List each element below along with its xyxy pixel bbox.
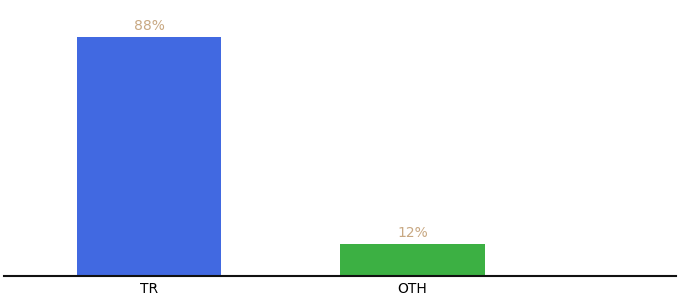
Bar bbox=[77, 37, 222, 276]
Text: 88%: 88% bbox=[133, 19, 165, 33]
Bar bbox=[340, 244, 485, 276]
Text: 12%: 12% bbox=[397, 226, 428, 239]
